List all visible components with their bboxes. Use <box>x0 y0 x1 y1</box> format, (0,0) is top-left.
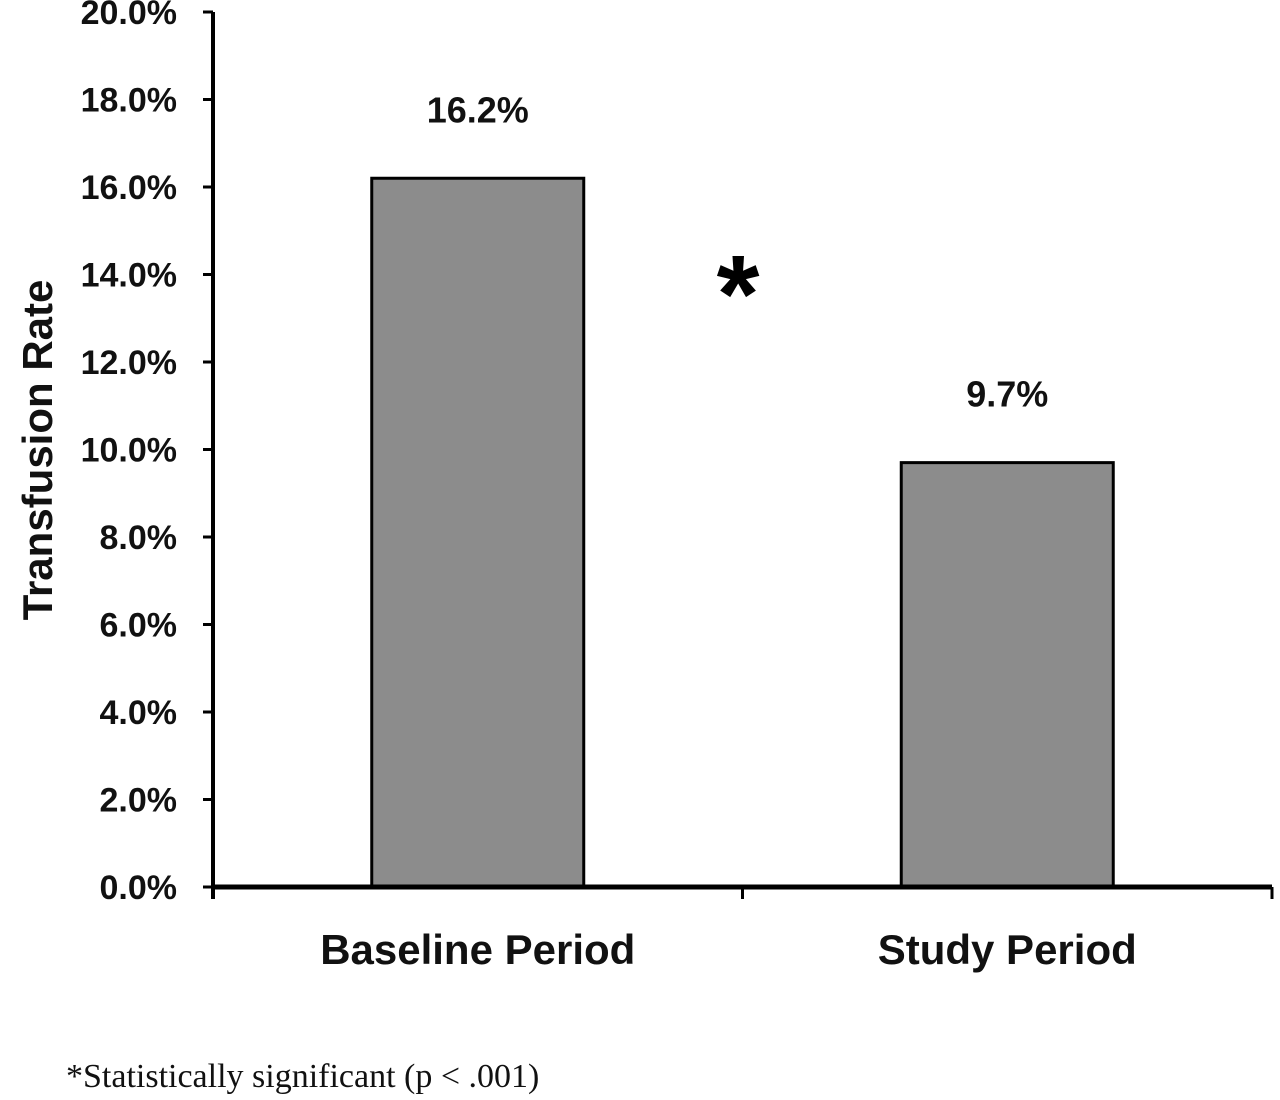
footnote: *Statistically significant (p < .001) <box>66 1058 540 1095</box>
y-tick-label: 20.0% <box>81 0 177 32</box>
labels: 0.0% 2.0% 4.0% 6.0% 8.0% 10.0% 12.0% 14.0% 16.0%… <box>81 0 1137 973</box>
y-tick-label: 12.0% <box>81 344 177 382</box>
y-tick-label: 8.0% <box>100 519 178 557</box>
y-axis-title: Transfusion Rate <box>14 280 61 621</box>
y-tick-label: 16.0% <box>81 169 177 207</box>
x-axis-ticks <box>211 887 1274 899</box>
y-tick-label: 6.0% <box>100 607 178 645</box>
bars <box>370 176 1115 889</box>
significance-marker: * <box>717 233 760 356</box>
y-tick-label: 14.0% <box>81 257 177 295</box>
bar <box>899 461 1115 889</box>
bar <box>370 176 586 889</box>
category-label: Study Period <box>878 926 1137 973</box>
y-tick-label: 4.0% <box>100 694 178 732</box>
y-tick-label: 2.0% <box>100 782 178 820</box>
bar-value-label: 16.2% <box>427 89 529 130</box>
y-tick-label: 0.0% <box>100 869 178 907</box>
y-tick-label: 18.0% <box>81 82 177 120</box>
category-label: Baseline Period <box>320 926 635 973</box>
y-tick-label: 10.0% <box>81 432 177 470</box>
bar-value-label: 9.7% <box>966 374 1048 415</box>
